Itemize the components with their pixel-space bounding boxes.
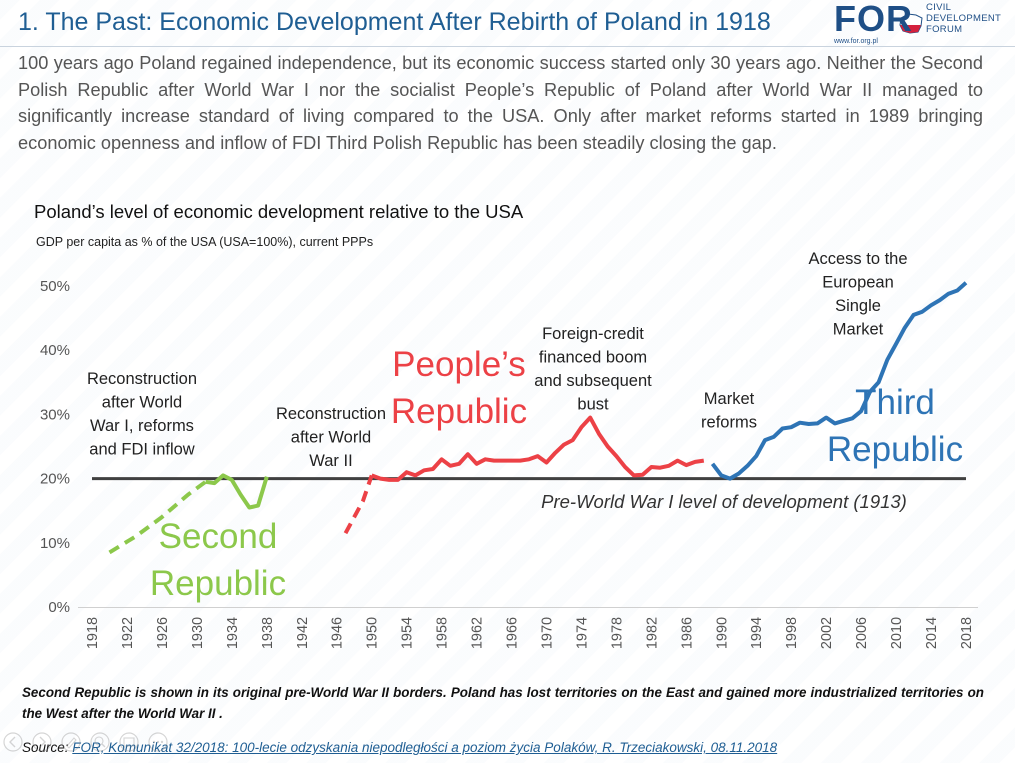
logo-url: www.for.org.pl: [834, 38, 878, 45]
prev-slide-icon[interactable]: [3, 732, 23, 752]
x-tick-label: 1934: [225, 617, 241, 649]
x-tick-label: 1970: [539, 617, 555, 649]
x-tick-label: 1958: [435, 617, 451, 649]
zoom-icon[interactable]: [90, 732, 110, 752]
pen-icon[interactable]: [61, 732, 81, 752]
logo-line-1: CIVIL: [926, 2, 952, 13]
x-tick-label: 2002: [819, 617, 835, 649]
series-label: Republic: [391, 392, 527, 431]
annotation-text: War II: [309, 452, 352, 470]
annotation-text: War I, reforms: [90, 417, 194, 435]
annotation-text: bust: [577, 396, 609, 414]
annotation-text: Access to the: [808, 250, 907, 268]
x-tick-label: 2010: [889, 617, 905, 649]
x-tick-label: 1998: [784, 617, 800, 649]
x-tick-label: 1974: [574, 617, 590, 649]
y-tick-label: 0%: [48, 599, 70, 616]
slide-title: 1. The Past: Economic Development After …: [18, 8, 771, 36]
y-tick-label: 30%: [40, 406, 70, 423]
series-label: Republic: [827, 430, 963, 469]
annotation-text: Reconstruction: [276, 405, 386, 423]
series-label: Republic: [150, 564, 286, 603]
poland-map-icon: [899, 13, 923, 34]
x-tick-label: 1994: [749, 617, 765, 649]
series-label: Third: [855, 383, 935, 422]
annotation-text: financed boom: [539, 349, 647, 367]
annotation-text: and subsequent: [534, 372, 652, 390]
series-line-0: [108, 480, 207, 555]
source-label: Source:: [22, 740, 69, 755]
source-line: Source: FOR, Komunikat 32/2018: 100-leci…: [22, 740, 777, 755]
line-chart: 0% 10% 20% 30% 40% 50% 1918 1922 1926 1930 1934 193…: [40, 250, 978, 649]
title-divider: [0, 46, 1015, 47]
logo-line-3: FORUM: [926, 24, 963, 35]
annotation-text: European: [822, 274, 894, 292]
x-tick-label: 2018: [959, 617, 975, 649]
x-tick-label: 1978: [609, 617, 625, 649]
intro-paragraph: 100 years ago Poland regained independen…: [18, 53, 983, 153]
y-tick-label: 20%: [40, 471, 70, 488]
x-tick-label: 2014: [924, 617, 940, 649]
series-line-2: [343, 474, 374, 535]
x-tick-label: 1966: [505, 617, 521, 649]
x-tick-label: 1946: [330, 617, 346, 649]
annotation-text: Reconstruction: [87, 370, 197, 388]
for-logo: FOR CIVIL DEVELOPMENT FORUM www.for.org.…: [834, 0, 1004, 48]
annotation-text: Foreign-credit: [542, 325, 644, 343]
series-label: People’s: [392, 345, 526, 384]
y-tick-label: 10%: [40, 535, 70, 552]
x-tick-label: 1950: [365, 617, 381, 649]
x-tick-label: 1986: [679, 617, 695, 649]
annotation-text: and FDI inflow: [89, 441, 195, 459]
chart-title: Poland’s level of economic development r…: [34, 201, 524, 222]
next-slide-icon[interactable]: [32, 732, 52, 752]
view-icon[interactable]: [119, 732, 139, 752]
x-tick-label: 1942: [295, 617, 311, 649]
slide-nav-controls: [3, 732, 168, 752]
annotation-text: reforms: [701, 414, 757, 432]
more-options-icon[interactable]: [148, 732, 168, 752]
series-label: Second: [159, 517, 278, 556]
annotation-text: after World: [291, 429, 371, 447]
x-tick-label: 1962: [470, 617, 486, 649]
series-line-1: [205, 473, 269, 510]
x-tick-label: 1990: [714, 617, 730, 649]
annotation-text: Market: [704, 390, 755, 408]
x-tick-label: 1938: [260, 617, 276, 649]
series-line-3: [371, 415, 705, 482]
footnote: Second Republic is shown in its original…: [22, 685, 984, 721]
x-tick-label: 2006: [854, 617, 870, 649]
x-tick-label: 1982: [644, 617, 660, 649]
series-line-4: [710, 281, 968, 481]
reference-line-label: Pre-World War I level of development (19…: [541, 491, 907, 512]
x-tick-label: 1918: [85, 617, 101, 649]
annotation-text: after World: [102, 394, 182, 412]
y-tick-label: 50%: [40, 278, 70, 295]
y-tick-label: 40%: [40, 342, 70, 359]
x-tick-label: 1922: [120, 617, 136, 649]
source-link[interactable]: FOR, Komunikat 32/2018: 100-lecie odzysk…: [72, 740, 778, 755]
logo-text: FOR: [834, 0, 913, 39]
annotation-text: Single: [835, 297, 881, 315]
logo-line-2: DEVELOPMENT: [926, 13, 1002, 24]
x-tick-label: 1954: [400, 617, 416, 649]
x-tick-label: 1926: [155, 617, 171, 649]
annotation-text: Market: [833, 321, 884, 339]
x-tick-label: 1930: [190, 617, 206, 649]
chart-subtitle: GDP per capita as % of the USA (USA=100%…: [36, 235, 374, 249]
